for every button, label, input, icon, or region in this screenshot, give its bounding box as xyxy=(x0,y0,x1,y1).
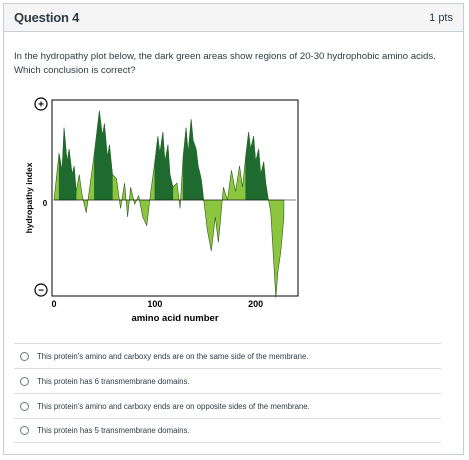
answer-text: This protein's amino and carboxy ends ar… xyxy=(37,351,309,361)
hydrophobic-segment-4 xyxy=(182,119,204,201)
hydrophobic-segment-3 xyxy=(154,131,174,201)
radio-icon[interactable] xyxy=(20,426,29,435)
answer-list: This protein's amino and carboxy ends ar… xyxy=(14,343,441,443)
hydrophobic-segment-2 xyxy=(94,110,113,201)
minus-circle-icon xyxy=(34,283,48,297)
x-axis-label: amino acid number xyxy=(131,313,218,324)
answer-option-4[interactable]: This protein has 5 transmembrane domains… xyxy=(14,418,441,443)
radio-icon[interactable] xyxy=(20,401,29,411)
answer-option-2[interactable]: This protein has 6 transmembrane domains… xyxy=(14,368,441,393)
minus-symbol: − xyxy=(38,286,44,297)
question-header: Question 4 1 pts xyxy=(4,4,463,32)
x-tick-label: 200 xyxy=(248,299,263,309)
hydropathy-areas xyxy=(53,110,296,298)
answer-text: This protein has 5 transmembrane domains… xyxy=(37,426,190,435)
answer-text: This protein has 6 transmembrane domains… xyxy=(37,376,190,386)
question-title: Question 4 xyxy=(14,10,80,25)
question-card: Question 4 1 pts xyxy=(3,3,464,455)
x-tick-label: 100 xyxy=(147,299,162,309)
hydropathy-plot: + − 0 hydropathy index amino acid number… xyxy=(24,97,299,324)
answer-option-3[interactable]: This protein's amino and carboxy ends ar… xyxy=(14,393,441,418)
zero-label: 0 xyxy=(43,199,48,208)
answer-text: This protein's amino and carboxy ends ar… xyxy=(37,401,310,411)
y-axis-label: hydropathy index xyxy=(24,162,34,233)
answer-option-1[interactable]: This protein's amino and carboxy ends ar… xyxy=(14,343,441,368)
hydrophobic-segment-1 xyxy=(58,127,77,201)
plus-circle-icon xyxy=(34,97,48,111)
radio-icon[interactable] xyxy=(20,376,29,386)
x-tick-label: 0 xyxy=(51,299,56,309)
hydropathy-figure: + − 0 hydropathy index amino acid number… xyxy=(14,92,304,332)
question-prompt: In the hydropathy plot below, the dark g… xyxy=(14,51,436,76)
radio-icon[interactable] xyxy=(20,351,29,361)
hydrophobic-segment-5 xyxy=(245,131,268,201)
plus-symbol: + xyxy=(38,100,44,111)
plot-frame xyxy=(51,99,299,297)
question-points: 1 pts xyxy=(429,11,453,24)
x-tick-labels: 0 100 200 xyxy=(51,299,263,309)
